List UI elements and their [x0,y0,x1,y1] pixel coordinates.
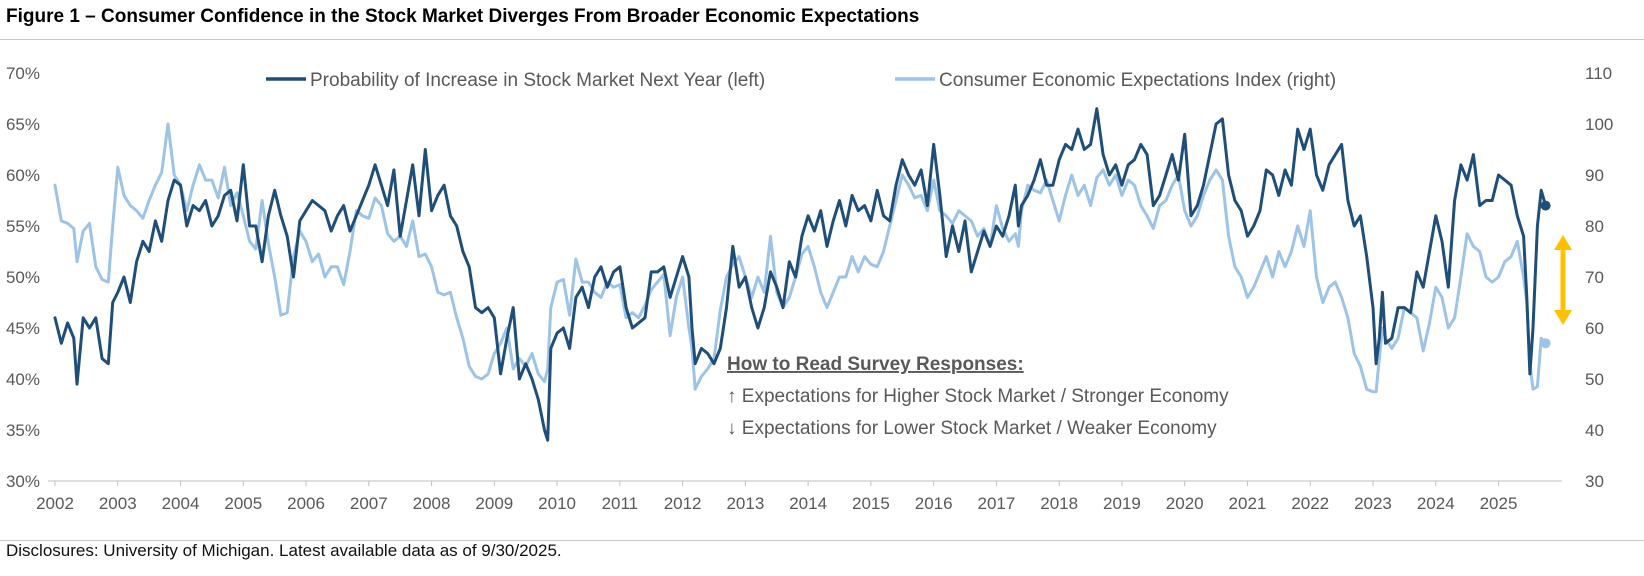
legend-label-stock: Probability of Increase in Stock Market … [310,70,765,91]
series-line-stock-market [53,107,1548,442]
series-endpoint-economic-expectations [1540,338,1551,349]
right-tick-label: 90 [1585,166,1604,185]
x-tick-label: 2015 [852,494,890,513]
x-tick-label: 2016 [915,494,953,513]
survey-note-up: ↑ Expectations for Higher Stock Market /… [727,386,1229,407]
right-tick-label: 40 [1585,421,1604,440]
divergence-arrow [1554,235,1572,325]
title-divider [0,39,1644,40]
divergence-arrow-head-down [1554,310,1572,325]
series-line-economic-expectations [53,122,1548,394]
footer-divider [0,540,1644,541]
x-tick-label: 2002 [36,494,74,513]
left-tick-label: 55% [6,217,40,236]
right-tick-label: 60 [1585,319,1604,338]
x-tick-label: 2018 [1040,494,1078,513]
legend-label-expectations: Consumer Economic Expectations Index (ri… [939,70,1336,91]
right-tick-label: 110 [1585,64,1612,83]
x-tick-label: 2022 [1291,494,1329,513]
left-tick-label: 45% [6,319,40,338]
left-tick-label: 35% [6,421,40,440]
figure-title: Figure 1 – Consumer Confidence in the St… [6,6,920,27]
x-tick-label: 2011 [602,494,639,513]
x-tick-label: 2003 [99,494,137,513]
series-endpoint-stock-market [1540,200,1551,211]
x-tick-label: 2004 [162,494,200,513]
x-tick-label: 2012 [664,494,702,513]
disclosure-text: Disclosures: University of Michigan. Lat… [6,541,562,560]
x-tick-label: 2019 [1103,494,1141,513]
left-tick-label: 65% [6,115,40,134]
x-tick-label: 2008 [413,494,451,513]
left-tick-label: 40% [6,370,40,389]
x-tick-label: 2021 [1229,494,1267,513]
right-tick-label: 50 [1585,370,1604,389]
right-tick-label: 80 [1585,217,1604,236]
x-tick-label: 2014 [789,494,827,513]
x-tick-label: 2013 [726,494,764,513]
x-tick-label: 2020 [1166,494,1204,513]
survey-note: How to Read Survey Responses: ↑ Expectat… [727,354,1229,439]
survey-note-heading: How to Read Survey Responses: [727,354,1024,375]
chart: 30% 35% 40% 45% 50% 55% 60% 65% 70% 30 40 50 60 70 80… [6,64,1613,513]
left-axis-ticks: 30% 35% 40% 45% 50% 55% 60% 65% 70% [6,64,40,491]
right-tick-label: 100 [1585,115,1613,134]
series-layer [53,107,1551,442]
x-tick-label: 2017 [978,494,1016,513]
left-tick-label: 30% [6,472,40,491]
x-tick-label: 2009 [475,494,513,513]
divergence-arrow-head-up [1554,235,1572,250]
right-axis-ticks: 30 40 50 60 70 80 90 100 110 [1585,64,1613,491]
x-axis-ticks: 2002 2003 2004 2005 2006 2007 2008 2009 2010 2011… [36,481,1517,513]
survey-note-down: ↓ Expectations for Lower Stock Market / … [727,418,1217,439]
left-tick-label: 70% [6,64,40,83]
x-tick-label: 2007 [350,494,388,513]
x-tick-label: 2025 [1480,494,1518,513]
x-tick-label: 2005 [224,494,262,513]
x-tick-label: 2023 [1354,494,1392,513]
x-tick-label: 2024 [1417,494,1455,513]
left-tick-label: 50% [6,268,40,287]
right-tick-label: 30 [1585,472,1604,491]
x-tick-label: 2010 [538,494,576,513]
x-tick-label: 2006 [287,494,325,513]
left-tick-label: 60% [6,166,40,185]
right-tick-label: 70 [1585,268,1604,287]
legend: Probability of Increase in Stock Market … [266,70,1336,91]
